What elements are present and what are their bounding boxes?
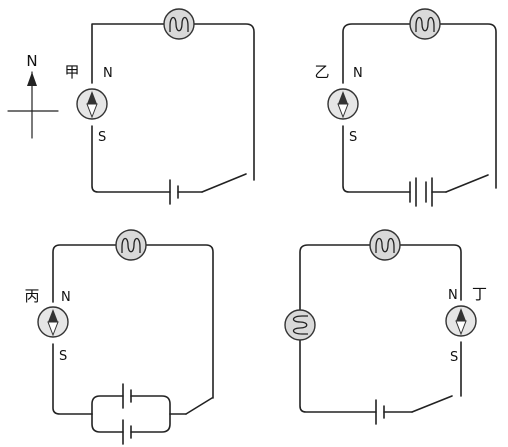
bulb-icon: [409, 8, 441, 40]
compass-needle-icon: [76, 88, 108, 120]
switch-open: [185, 397, 213, 415]
needle-south-label: S: [59, 349, 67, 364]
circuit-label: 乙: [314, 63, 329, 81]
switch-open: [411, 395, 453, 413]
circuit-label: 丁: [472, 285, 487, 303]
circuit-jia: 甲 N S: [64, 8, 255, 205]
circuit-bing: 丙 N S: [24, 229, 214, 445]
compass-needle-icon: [327, 88, 359, 120]
needle-north-label: N: [103, 66, 113, 81]
circuit-ding: 丁 N S: [284, 229, 487, 425]
bulb-icon: [115, 229, 147, 261]
needle-north-label: N: [353, 66, 363, 81]
switch-open: [201, 173, 247, 193]
north-label: N: [26, 52, 37, 70]
bulb-icon: [284, 309, 316, 341]
bulb-icon: [369, 229, 401, 261]
needle-south-label: S: [98, 130, 106, 145]
needle-south-label: S: [450, 350, 458, 365]
north-arrow-icon: [27, 72, 37, 86]
compass-needle-icon: [37, 306, 69, 338]
compass-needle-icon: [445, 305, 477, 337]
circuit-label: 甲: [64, 63, 79, 81]
circuit-label: 丙: [24, 287, 39, 305]
needle-south-label: S: [349, 130, 357, 145]
north-indicator: N: [7, 52, 59, 139]
needle-north-label: N: [448, 288, 458, 303]
circuit-yi: 乙 N S: [314, 8, 497, 207]
switch-open: [445, 174, 489, 193]
bulb-icon: [163, 8, 195, 40]
needle-north-label: N: [61, 290, 71, 305]
